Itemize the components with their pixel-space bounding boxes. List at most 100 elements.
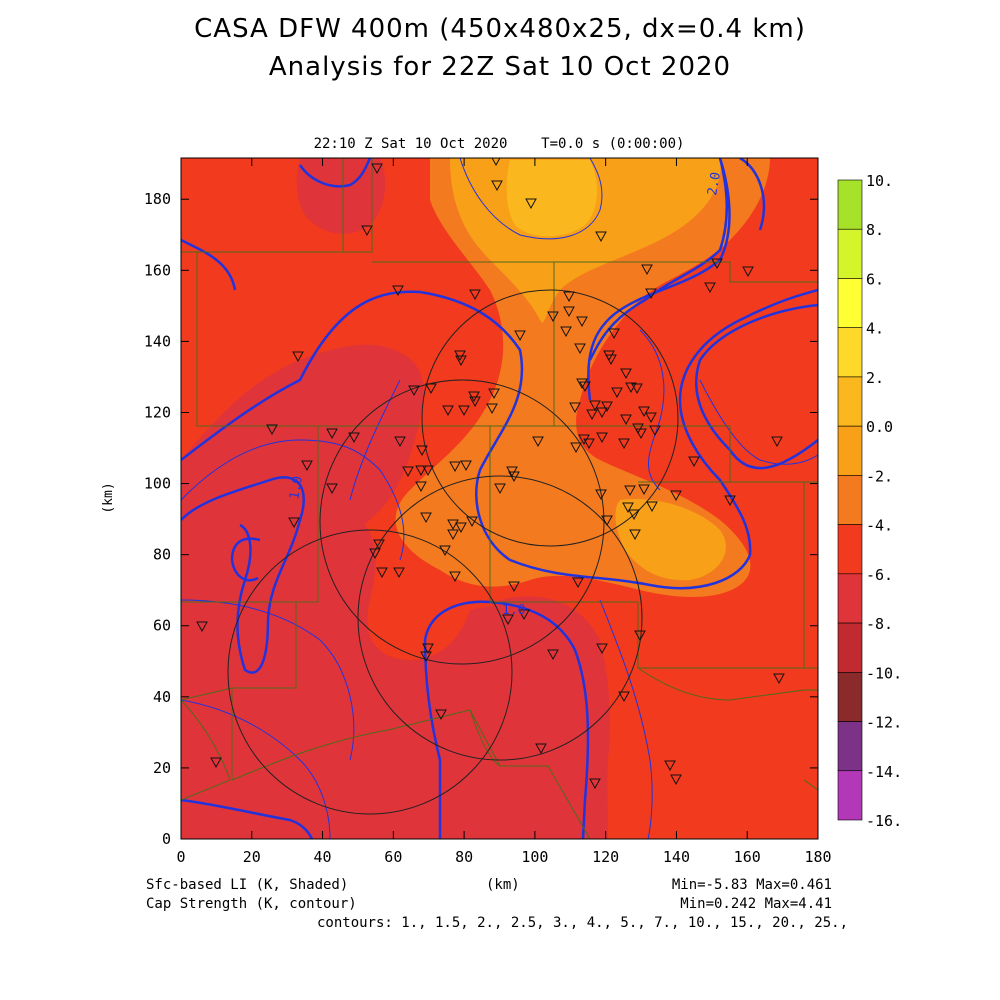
x-axis-label: (km) (486, 877, 520, 893)
contour-line (181, 439, 405, 561)
contour-line (587, 158, 731, 401)
station-marker (579, 381, 591, 393)
colorbar: 10. 8. 6. 4. 2. 0.0 -2. -4. -6. -8. -10. -12. -14. -1… (837, 172, 902, 830)
contour-line (599, 599, 653, 839)
station-marker (563, 306, 575, 318)
y-tick-label: 60 (153, 617, 171, 635)
colorbar-label: 4. (866, 320, 884, 338)
station-marker (288, 517, 300, 529)
colorbar-label: -8. (866, 615, 893, 633)
colorbar-swatch (837, 672, 863, 722)
station-marker (394, 436, 406, 448)
station-marker (629, 529, 641, 541)
colorbar-swatch (837, 278, 863, 328)
x-tick-label: 140 (663, 848, 690, 866)
station-marker (371, 163, 383, 175)
contour-label: 2.0 (705, 171, 724, 197)
x-axis: 0 20 40 60 80 100 120 140 160 180 (176, 158, 832, 866)
y-tick-label: 100 (144, 475, 171, 493)
colorbar-swatch (837, 425, 863, 476)
station-marker (455, 355, 467, 367)
x-tick-label: 0 (176, 848, 185, 866)
contour-line (639, 329, 665, 491)
station-marker (589, 400, 601, 412)
station-marker (620, 414, 632, 426)
station-marker (622, 502, 634, 514)
station-marker (518, 609, 530, 621)
station-marker (576, 316, 588, 328)
li-region-dark-northwest (296, 158, 386, 234)
li-region-orange-southeast (615, 499, 726, 581)
station-marker (586, 409, 598, 421)
station-marker (422, 643, 434, 655)
station-marker (416, 445, 428, 457)
station-marker (502, 614, 514, 626)
contour-line (739, 158, 766, 231)
station-marker (711, 258, 723, 270)
station-marker (442, 405, 454, 417)
station-marker (631, 383, 643, 395)
station-marker (608, 328, 620, 340)
li-region-yellow-orange (506, 160, 597, 237)
contour-line (181, 288, 818, 590)
station-marker (569, 402, 581, 414)
contour-line (459, 158, 603, 240)
shaded-min-max: Min=-5.83 Max=0.461 (671, 877, 832, 893)
station-marker (348, 432, 360, 444)
station-marker (447, 519, 459, 531)
contour-line (181, 599, 355, 761)
station-marker (646, 501, 658, 513)
station-marker (425, 383, 437, 395)
station-marker (704, 282, 716, 294)
station-marker (670, 774, 682, 786)
x-tick-label: 60 (384, 848, 402, 866)
station-marker (618, 438, 630, 450)
station-marker (563, 291, 575, 303)
station-marker (547, 311, 559, 323)
contour-label: 1.0 (502, 603, 525, 618)
station-marker (576, 378, 588, 390)
station-marker (570, 442, 582, 454)
colorbar-label: -10. (866, 664, 902, 682)
station-marker (415, 481, 427, 493)
y-tick-label: 120 (144, 403, 171, 421)
colorbar-label: -12. (866, 714, 902, 732)
x-tick-label: 160 (734, 848, 761, 866)
colorbar-swatch (837, 622, 863, 673)
x-tick-label: 120 (592, 848, 619, 866)
station-marker (402, 466, 414, 478)
station-marker (491, 158, 501, 167)
station-marker (560, 326, 572, 338)
station-marker (455, 522, 467, 534)
x-tick-label: 20 (243, 848, 261, 866)
y-tick-label: 160 (144, 261, 171, 279)
station-marker (641, 264, 653, 276)
station-marker (458, 405, 470, 417)
colorbar-swatch (837, 475, 863, 525)
station-marker (486, 403, 498, 415)
station-marker (645, 288, 657, 300)
station-marker (595, 231, 607, 243)
contour-line (699, 379, 818, 465)
station-marker (611, 387, 623, 399)
station-marker (670, 490, 682, 502)
x-tick-label: 40 (314, 848, 332, 866)
x-tick-label: 80 (455, 848, 473, 866)
station-marker (624, 485, 636, 497)
colorbar-label: 6. (866, 270, 884, 288)
colorbar-swatch (837, 721, 863, 772)
contour-levels: contours: 1., 1.5, 2., 2.5, 3., 4., 5., … (316, 915, 848, 931)
contour-line (230, 537, 261, 582)
contour-line (181, 238, 237, 291)
station-marker (724, 495, 736, 507)
station-marker (773, 673, 785, 685)
colorbar-swatch (837, 327, 863, 378)
station-marker (266, 424, 278, 436)
station-marker (688, 456, 700, 468)
station-marker (210, 757, 222, 769)
station-marker (572, 577, 584, 589)
station-marker (393, 567, 405, 579)
contour-field-label: Cap Strength (K, contour) (146, 896, 357, 912)
station-marker (618, 691, 630, 703)
station-marker (460, 460, 472, 472)
